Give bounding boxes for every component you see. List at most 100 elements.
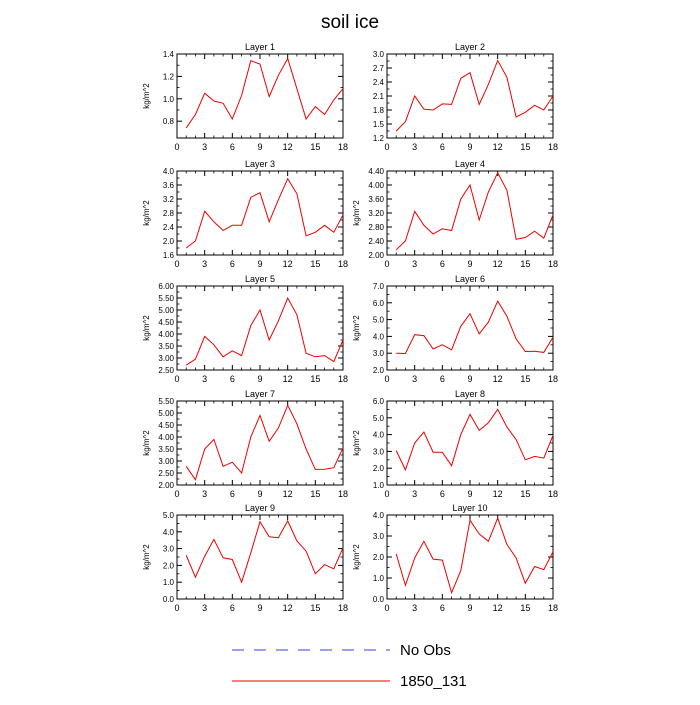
panel-title: Layer 5: [245, 274, 275, 284]
x-tick-label: 15: [310, 142, 320, 152]
y-tick-label: 3.0: [163, 545, 175, 554]
y-tick-label: 1.4: [163, 50, 175, 59]
x-tick-label: 3: [412, 259, 417, 269]
panel-layer-3: Layer 3 0 3 6 9 12 15 18 1.6 2.0 2.4 2.8 3.2 3.6 4.0 kg…: [142, 159, 348, 269]
series-line-1850-131: [395, 59, 554, 132]
panel-title: Layer 8: [455, 389, 485, 399]
x-tick-label: 15: [520, 374, 530, 384]
y-tick-label: 4.0: [373, 431, 385, 440]
y-tick-label: 3.50: [158, 342, 174, 351]
y-axis-label: kg/m^2: [142, 430, 151, 456]
x-tick-label: 6: [230, 259, 235, 269]
legend-label-no-obs: No Obs: [400, 642, 451, 659]
x-tick-label: 9: [257, 142, 262, 152]
y-tick-label: 1.6: [163, 251, 175, 260]
y-tick-label: 6.0: [373, 397, 385, 406]
series-line-1850-131: [395, 171, 554, 251]
y-tick-label: 5.50: [158, 397, 174, 406]
y-tick-label: 4.00: [158, 433, 174, 442]
series-line-1850-131: [395, 408, 554, 472]
x-tick-label: 18: [338, 374, 348, 384]
panel-title: Layer 9: [245, 503, 275, 513]
x-tick-label: 3: [202, 374, 207, 384]
panel-title: Layer 7: [245, 389, 275, 399]
panel-layer-6: Layer 6 0 3 6 9 12 15 18 2.0 3.0 4.0 5.0 6.0 7.0 kg/m^…: [352, 274, 558, 384]
x-tick-label: 15: [310, 489, 320, 499]
x-tick-label: 12: [493, 374, 503, 384]
x-tick-label: 3: [412, 374, 417, 384]
panel-layer-7: Layer 7 0 3 6 9 12 15 18 2.00 2.50 3.00 3.50 4.00 4.5…: [142, 389, 348, 499]
panel-layer-4: Layer 4 0 3 6 9 12 15 18 2.00 2.40 2.80 3.20 3.60 4.0…: [352, 159, 558, 269]
x-tick-label: 6: [440, 259, 445, 269]
y-axis-label: kg/m^2: [142, 200, 151, 226]
y-tick-label: 2.00: [368, 251, 384, 260]
y-tick-label: 1.8: [373, 106, 385, 115]
panel-title: Layer 1: [245, 42, 275, 52]
y-tick-label: 1.0: [163, 578, 175, 587]
x-tick-label: 12: [493, 142, 503, 152]
panel-title: Layer 4: [455, 159, 485, 169]
x-tick-label: 12: [283, 374, 293, 384]
x-tick-label: 6: [230, 142, 235, 152]
x-tick-label: 9: [257, 374, 262, 384]
y-tick-label: 2.40: [368, 237, 384, 246]
y-tick-label: 2.7: [373, 64, 385, 73]
y-tick-label: 5.00: [158, 409, 174, 418]
x-tick-label: 15: [310, 374, 320, 384]
y-tick-label: 1.5: [373, 120, 385, 129]
panel-layer-2: Layer 2 0 3 6 9 12 15 18 1.2 1.5 1.8 2.1 2.4 2.7 3.0: [373, 42, 558, 152]
x-tick-label: 15: [520, 259, 530, 269]
legend-item-1850-131: 1850_131: [232, 673, 467, 690]
y-axis-label: kg/m^2: [142, 315, 151, 341]
x-tick-label: 6: [440, 603, 445, 613]
y-tick-label: 1.2: [373, 134, 385, 143]
x-tick-label: 9: [467, 259, 472, 269]
x-tick-label: 18: [548, 374, 558, 384]
figure-title: soil ice: [321, 12, 379, 33]
y-tick-label: 3.60: [368, 195, 384, 204]
panel-layer-1: Layer 1 0 3 6 9 12 15 18 0.8 1.0 1.2 1.4 kg/m^2: [142, 42, 348, 152]
y-axis-label: kg/m^2: [142, 83, 151, 109]
panel-title: Layer 10: [452, 503, 487, 513]
legend: No Obs 1850_131: [232, 642, 467, 690]
plot-frame: [386, 285, 554, 371]
panel-layer-8: Layer 8 0 3 6 9 12 15 18 1.0 2.0 3.0 4.0 5.0 6.0 kg/m^…: [352, 389, 558, 499]
x-tick-label: 12: [283, 142, 293, 152]
x-tick-label: 15: [520, 603, 530, 613]
x-tick-label: 18: [338, 142, 348, 152]
plot-frame: [386, 53, 554, 139]
x-tick-label: 0: [174, 374, 179, 384]
y-axis-label: kg/m^2: [352, 315, 361, 341]
x-tick-label: 18: [548, 603, 558, 613]
y-tick-label: 2.50: [158, 469, 174, 478]
x-tick-label: 3: [412, 142, 417, 152]
x-tick-label: 12: [283, 603, 293, 613]
x-tick-label: 6: [230, 603, 235, 613]
panel-layer-10: Layer 10 0 3 6 9 12 15 18 0.0 1.0 2.0 3.0 4.0 kg/m^2: [352, 503, 558, 613]
y-tick-label: 7.0: [373, 282, 385, 291]
y-tick-label: 6.00: [158, 282, 174, 291]
plot-frame: [386, 170, 554, 256]
y-tick-label: 2.8: [163, 209, 175, 218]
y-tick-label: 2.1: [373, 92, 385, 101]
y-axis-label: kg/m^2: [352, 200, 361, 226]
y-tick-label: 3.0: [373, 349, 385, 358]
plot-frame: [386, 514, 554, 600]
x-tick-label: 15: [310, 259, 320, 269]
series-line-1850-131: [185, 57, 344, 129]
x-tick-label: 15: [310, 603, 320, 613]
x-tick-label: 6: [440, 374, 445, 384]
x-tick-label: 6: [230, 489, 235, 499]
y-tick-label: 0.8: [163, 117, 175, 126]
y-tick-label: 1.0: [163, 95, 175, 104]
y-tick-label: 5.50: [158, 294, 174, 303]
x-tick-label: 12: [493, 489, 503, 499]
y-tick-label: 4.00: [368, 181, 384, 190]
y-tick-label: 3.0: [373, 50, 385, 59]
x-tick-label: 9: [467, 142, 472, 152]
x-tick-label: 12: [283, 259, 293, 269]
x-tick-label: 0: [384, 374, 389, 384]
x-tick-label: 12: [283, 489, 293, 499]
